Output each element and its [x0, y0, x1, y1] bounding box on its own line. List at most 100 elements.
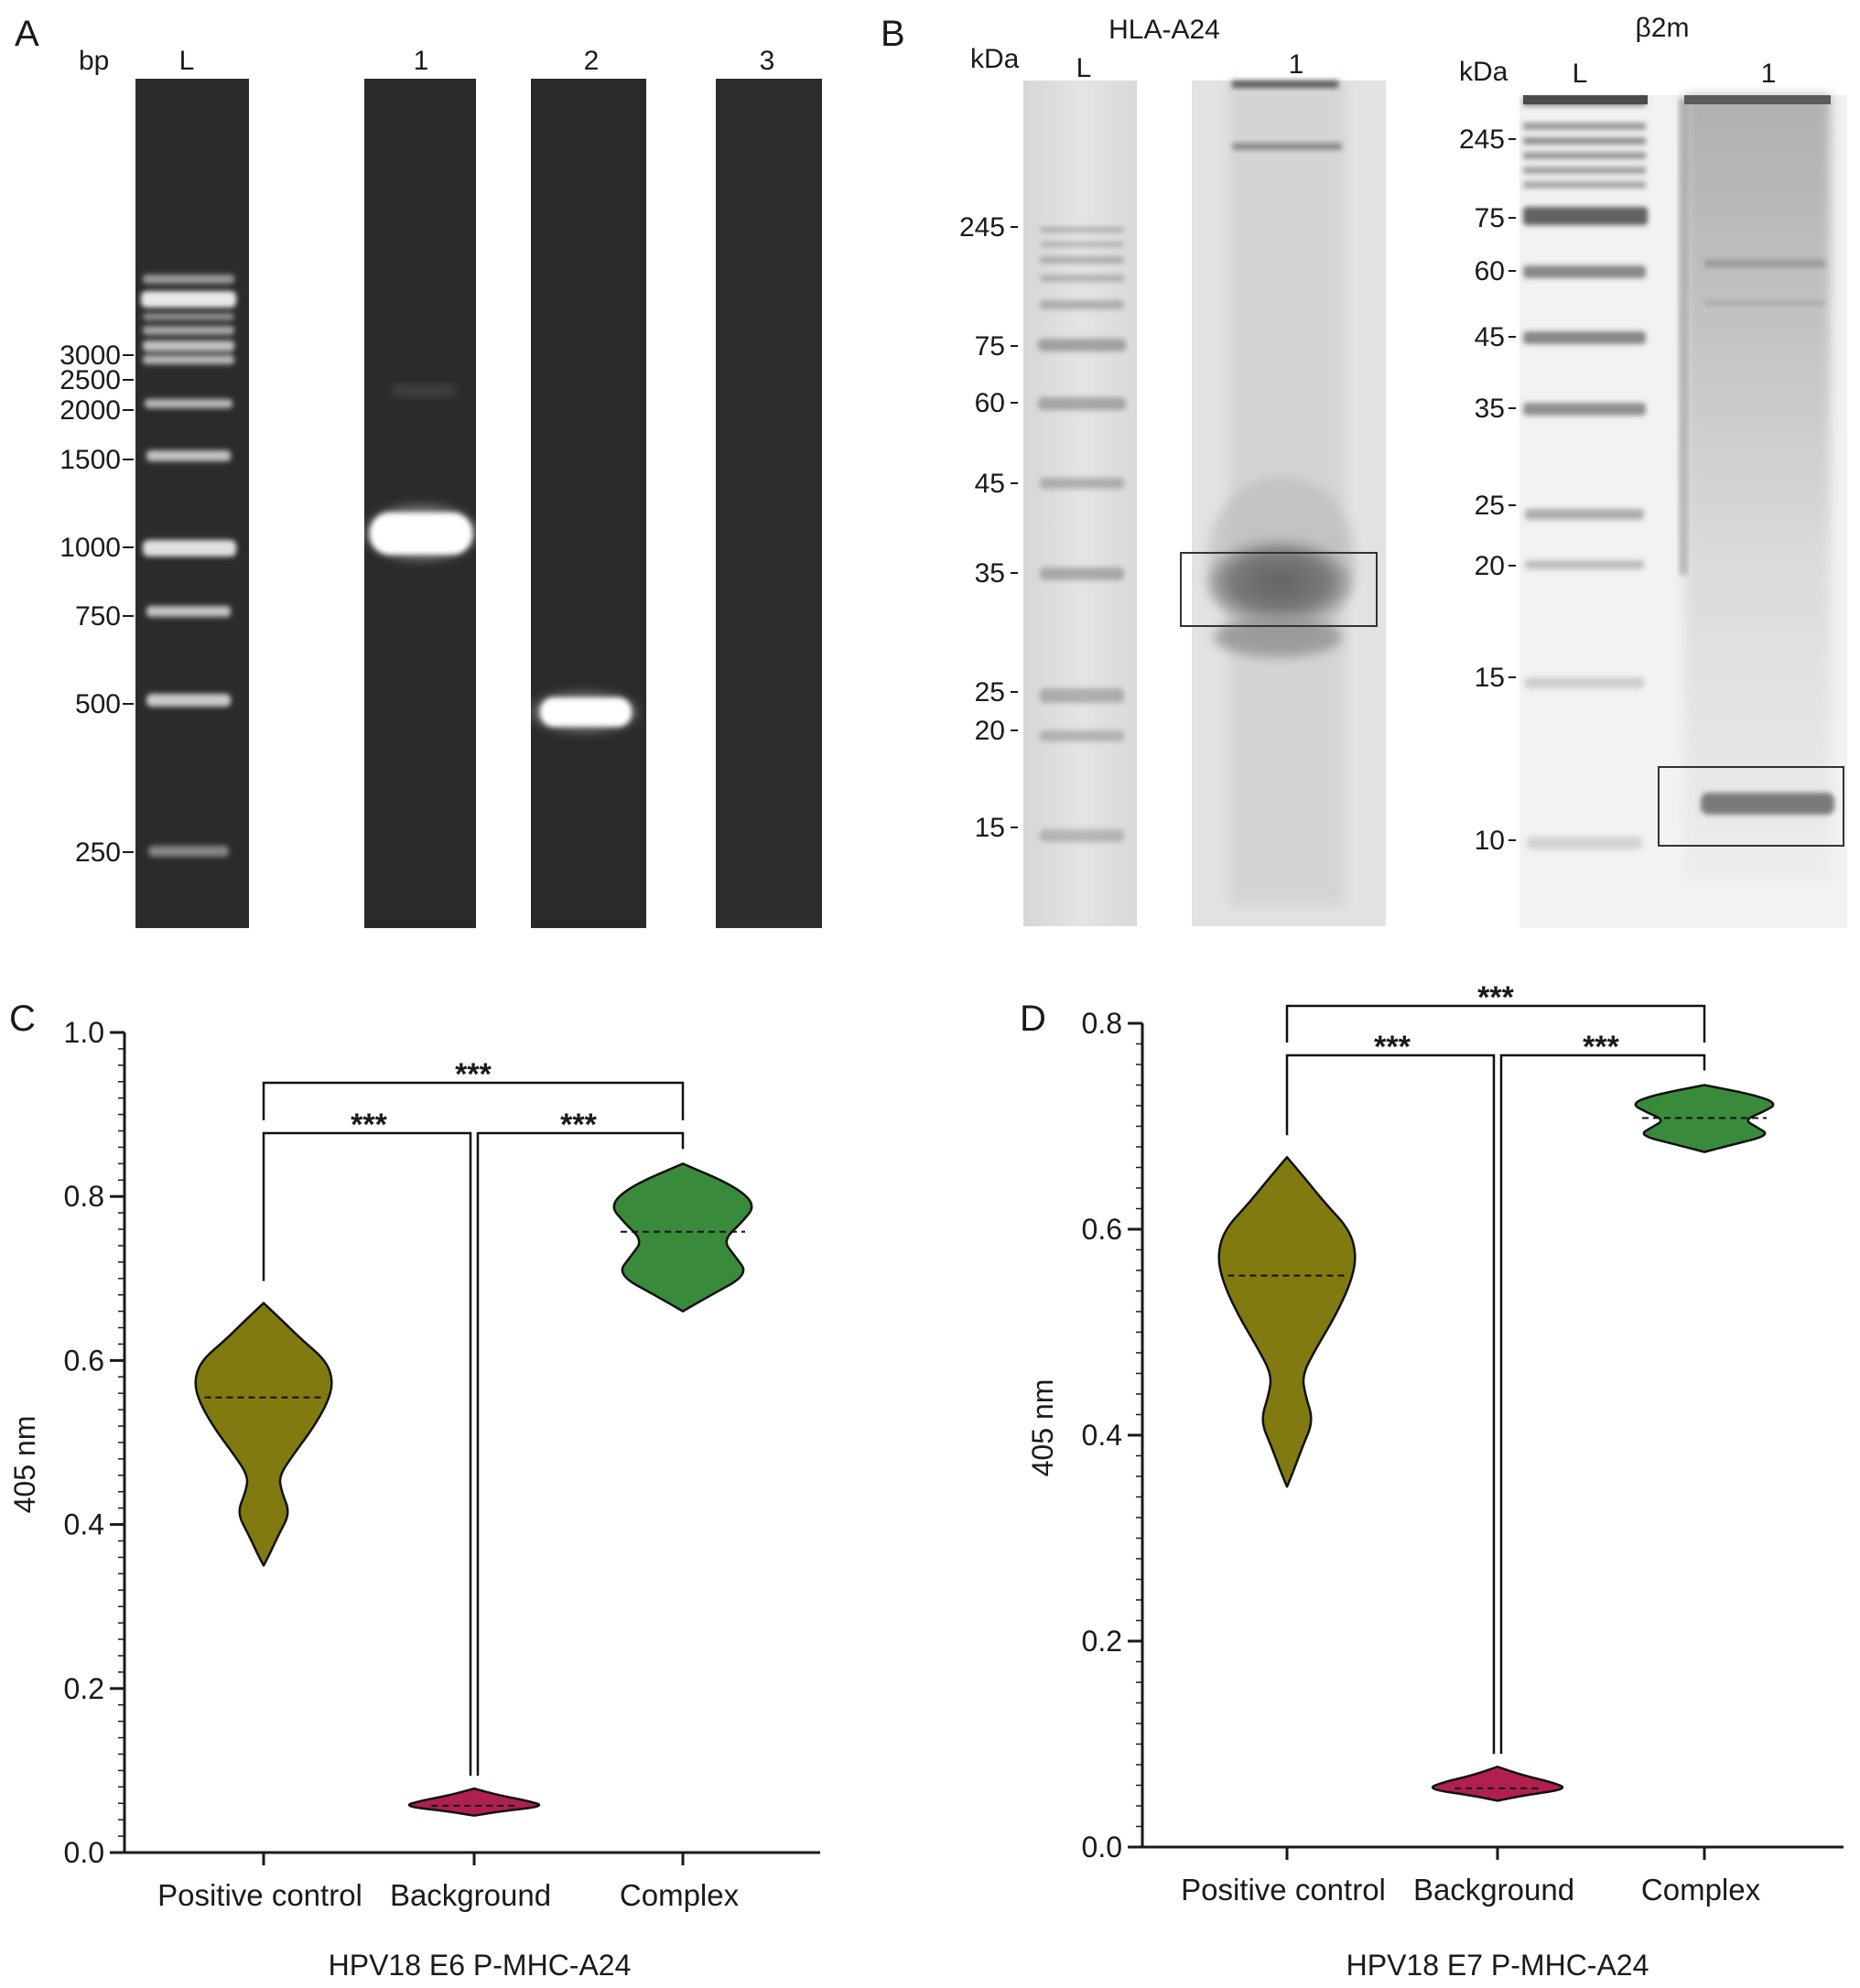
violin-background — [407, 1787, 541, 1817]
b2m-marker-labels: 245 75 60 45 35 25 20 15 10 — [1459, 124, 1505, 856]
significance-stars: *** — [1374, 1030, 1411, 1064]
b2m-marker-20: 20 — [1475, 551, 1505, 581]
hla-a24-marker-ticks — [1011, 226, 1018, 828]
panel-a-letter: A — [15, 14, 39, 54]
chart-d: 0.0 0.2 0.4 0.6 0.8 Positive control Backgroun… — [1082, 980, 1844, 1907]
y-tick-label: 0.4 — [1082, 1419, 1122, 1452]
x-category-label: Positive control — [157, 1878, 362, 1912]
marker-label-1000: 1000 — [59, 533, 121, 563]
panel-a-marker-labels: 3000 2500 2000 1500 1000 750 500 250 — [59, 340, 121, 868]
panel-d-letter: D — [1020, 999, 1046, 1039]
panel-a-lane-2-label: 2 — [584, 46, 600, 76]
y-tick-label: 0.2 — [64, 1672, 104, 1705]
hla-marker-75: 75 — [975, 331, 1005, 362]
hla-marker-15: 15 — [975, 813, 1005, 843]
panel-a-lane-1-label: 1 — [414, 46, 429, 76]
violin-positive-control — [1217, 1156, 1357, 1488]
significance-bracket-background-complex — [1499, 1053, 1706, 1755]
significance-bracket-background-complex — [476, 1131, 685, 1777]
marker-label-2500: 2500 — [59, 365, 121, 395]
b2m-lane-1-label: 1 — [1761, 59, 1777, 89]
hla-a24-lane-1-label: 1 — [1289, 49, 1304, 80]
b2m-marker-ticks — [1509, 138, 1516, 841]
hla-a24-gel-title: HLA-A24 — [1108, 15, 1220, 45]
y-tick-label: 0.0 — [64, 1836, 104, 1869]
marker-label-3000: 3000 — [59, 340, 121, 371]
b2m-marker-25: 25 — [1475, 491, 1505, 521]
marker-label-250: 250 — [75, 837, 121, 868]
hla-marker-45: 45 — [975, 469, 1005, 499]
significance-bracket-pc-complex — [262, 1081, 685, 1120]
b2m-band-highlight-box — [1658, 766, 1844, 847]
b2m-marker-10: 10 — [1475, 826, 1505, 856]
b2m-marker-60: 60 — [1475, 256, 1505, 286]
significance-stars: *** — [351, 1107, 387, 1142]
chart-d-ylabel: 405 nm — [1026, 1379, 1059, 1477]
hla-a24-band-highlight-box — [1180, 552, 1378, 627]
hla-marker-245: 245 — [959, 212, 1005, 243]
significance-bracket-pc-complex — [1285, 1004, 1706, 1043]
y-tick-label: 1.0 — [64, 1016, 104, 1049]
significance-stars: *** — [455, 1057, 492, 1092]
hla-a24-gel-lane-1 — [1180, 81, 1386, 926]
panel-a-lane-3-label: 3 — [760, 46, 775, 76]
chart-c: 0.0 0.2 0.4 0.6 0.8 1.0 Positive control Backgr… — [64, 1016, 820, 1912]
marker-label-1500: 1500 — [59, 445, 121, 475]
panel-b: B HLA-A24 kDa L 1 — [881, 13, 1847, 928]
b2m-marker-15: 15 — [1475, 663, 1505, 693]
y-tick-label: 0.4 — [64, 1508, 104, 1541]
panel-b-letter: B — [881, 14, 905, 54]
panel-a-marker-ticks — [123, 354, 134, 853]
y-tick-label: 0.0 — [1082, 1831, 1122, 1864]
panel-a-lane-L-label: L — [179, 46, 195, 76]
y-tick-label: 0.8 — [1082, 1007, 1122, 1040]
x-category-label: Background — [1413, 1873, 1574, 1907]
hla-marker-20: 20 — [975, 716, 1005, 746]
b2m-marker-35: 35 — [1475, 394, 1505, 424]
agarose-gel-ladder-lane — [135, 79, 249, 928]
b2m-lane-L-label: L — [1573, 59, 1588, 89]
violin-positive-control — [194, 1302, 333, 1567]
panel-c: C 0.0 0.2 0.4 0.6 0.8 1.0 Positive control Back… — [8, 999, 820, 1982]
agarose-gel-lane-3 — [716, 79, 822, 928]
significance-bracket-pc-background — [262, 1131, 472, 1777]
chart-c-xlabel: HPV18 E6 P-MHC-A24 — [329, 1949, 632, 1982]
significance-stars: *** — [1583, 1030, 1619, 1064]
y-tick-label: 0.6 — [1082, 1213, 1122, 1246]
violin-background — [1431, 1766, 1564, 1802]
x-category-label: Positive control — [1181, 1873, 1386, 1907]
b2m-unit-label: kDa — [1459, 57, 1509, 87]
significance-stars: *** — [1477, 980, 1514, 1015]
chart-d-xlabel: HPV18 E7 P-MHC-A24 — [1346, 1949, 1649, 1982]
hla-a24-gel-ladder-lane — [1023, 81, 1137, 926]
hla-marker-25: 25 — [975, 677, 1005, 708]
y-tick-label: 0.6 — [64, 1344, 104, 1377]
significance-bracket-pc-background — [1285, 1053, 1496, 1755]
b2m-marker-245: 245 — [1459, 124, 1505, 155]
b2m-marker-45: 45 — [1475, 322, 1505, 352]
significance-stars: *** — [560, 1107, 597, 1142]
hla-a24-marker-labels: 245 75 60 45 35 25 20 15 — [959, 212, 1005, 843]
panel-a-unit-label: bp — [79, 46, 109, 76]
chart-c-ylabel: 405 nm — [8, 1416, 41, 1514]
panel-d: D 0.0 0.2 0.4 0.6 0.8 Positive control Backgro… — [1020, 980, 1844, 1982]
panel-a: A bp L 1 2 3 — [15, 14, 822, 928]
marker-label-2000: 2000 — [59, 395, 121, 426]
hla-marker-35: 35 — [975, 558, 1005, 589]
y-tick-label: 0.2 — [1082, 1625, 1122, 1658]
hla-a24-unit-label: kDa — [970, 44, 1020, 74]
agarose-gel-lane-2 — [531, 79, 646, 928]
hla-a24-lane-L-label: L — [1076, 53, 1092, 83]
agarose-gel-lane-1 — [364, 79, 476, 928]
x-category-label: Complex — [620, 1878, 740, 1912]
hla-marker-60: 60 — [975, 388, 1005, 418]
violin-complex — [1634, 1084, 1775, 1153]
y-tick-label: 0.8 — [64, 1180, 104, 1213]
marker-label-750: 750 — [75, 601, 121, 632]
x-category-label: Complex — [1641, 1873, 1761, 1907]
b2m-gel — [1519, 95, 1847, 928]
b2m-marker-75: 75 — [1475, 203, 1505, 233]
violin-complex — [612, 1162, 753, 1313]
b2m-gel-title: β2m — [1636, 13, 1690, 43]
